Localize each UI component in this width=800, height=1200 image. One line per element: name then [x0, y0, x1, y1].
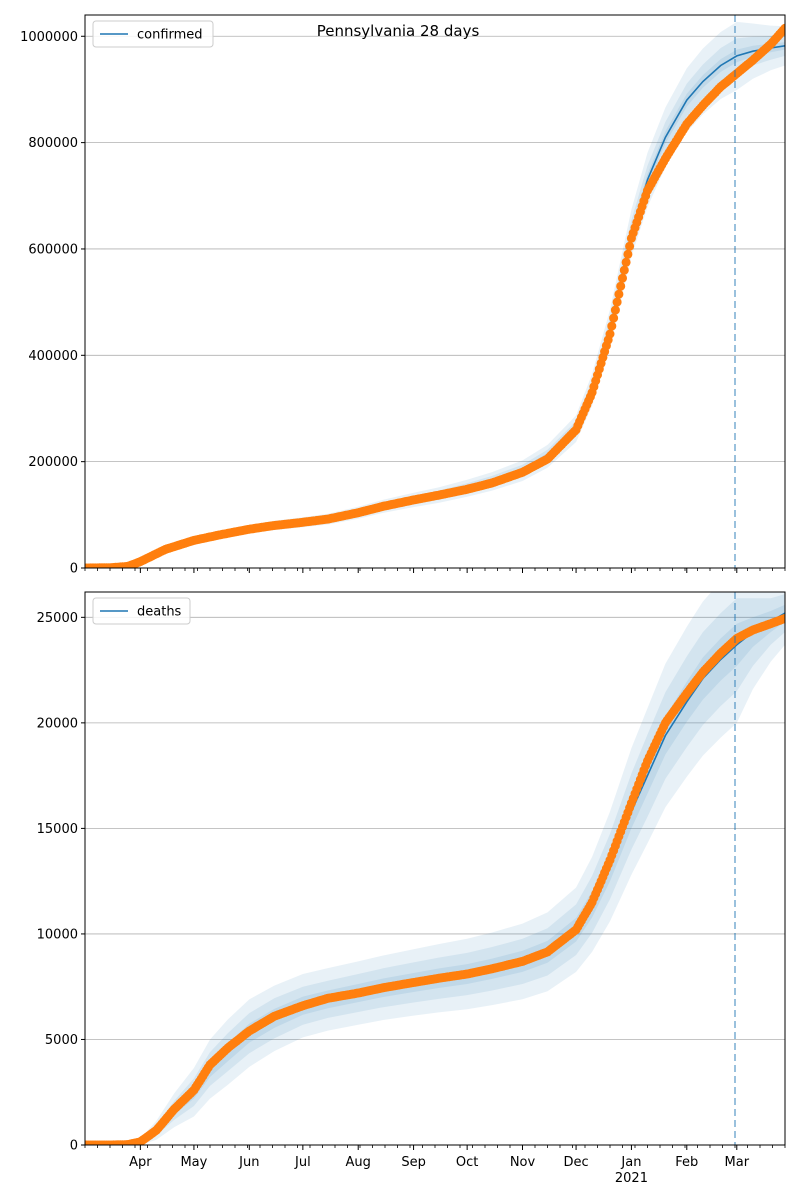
observed-points — [85, 613, 785, 1145]
confirmed-panel: 0 200000 400000 600000 800000 1000000 confirme… — [20, 14, 786, 577]
observed-point — [625, 241, 635, 251]
observed-point — [610, 305, 620, 315]
legend: deaths — [92, 597, 191, 625]
observed-point — [607, 321, 617, 331]
legend-box — [92, 20, 214, 48]
observed-point — [609, 313, 619, 323]
x-tick-label: Aug — [346, 1155, 371, 1170]
uncertainty-band-2 — [85, 594, 785, 1145]
y-tick-label: 200000 — [28, 455, 78, 470]
y-tick-label: 0 — [70, 1139, 78, 1154]
observed-point — [621, 257, 631, 267]
deaths-panel: 0 5000 10000 15000 20000 25000 Apr May Jun Jul Aug… — [37, 591, 786, 1186]
legend-label: deaths — [137, 605, 182, 620]
x-tick-label: Sep — [401, 1155, 426, 1170]
uncertainty-band-3 — [85, 21, 785, 568]
observed-point — [780, 23, 785, 33]
y-tick-label: 400000 — [28, 349, 78, 364]
x-tick-label: May — [180, 1155, 207, 1170]
legend: confirmed — [92, 20, 214, 48]
y-tick-label: 1000000 — [20, 30, 78, 45]
observed-point — [612, 297, 622, 307]
x-tick-label: Nov — [510, 1155, 536, 1170]
y-tick-label: 800000 — [28, 136, 78, 151]
x-tick-label: Jul — [294, 1155, 311, 1170]
legend-box — [92, 597, 191, 625]
x-year-label: 2021 — [615, 1171, 648, 1186]
observed-point — [605, 329, 615, 339]
y-tick-label: 15000 — [37, 822, 78, 837]
observed-point — [616, 281, 626, 291]
observed-point — [623, 249, 633, 259]
y-tick-label: 25000 — [37, 611, 78, 626]
y-tick-label: 600000 — [28, 242, 78, 257]
observed-point — [614, 289, 624, 299]
chart-title: Pennsylvania 28 days — [317, 22, 480, 40]
x-tick-label: Oct — [456, 1155, 478, 1170]
observed-point — [618, 273, 627, 283]
plot-area — [85, 21, 785, 568]
x-tick-label: Apr — [129, 1155, 152, 1170]
x-tick-label: Jun — [238, 1155, 259, 1170]
y-tick-label: 0 — [70, 562, 78, 577]
uncertainty-band-3 — [85, 592, 785, 1145]
observed-points — [85, 23, 785, 568]
x-tick-label: Dec — [563, 1155, 588, 1170]
observed-point — [780, 613, 785, 623]
observed-point — [619, 265, 629, 275]
x-tick-label: Mar — [725, 1155, 750, 1170]
plot-area — [85, 592, 785, 1145]
y-tick-label: 10000 — [37, 927, 78, 942]
y-tick-label: 20000 — [37, 716, 78, 731]
legend-label: confirmed — [137, 28, 203, 43]
x-tick-label: Jan — [620, 1155, 641, 1170]
x-tick-label: Feb — [675, 1155, 698, 1170]
y-tick-label: 5000 — [45, 1033, 78, 1048]
